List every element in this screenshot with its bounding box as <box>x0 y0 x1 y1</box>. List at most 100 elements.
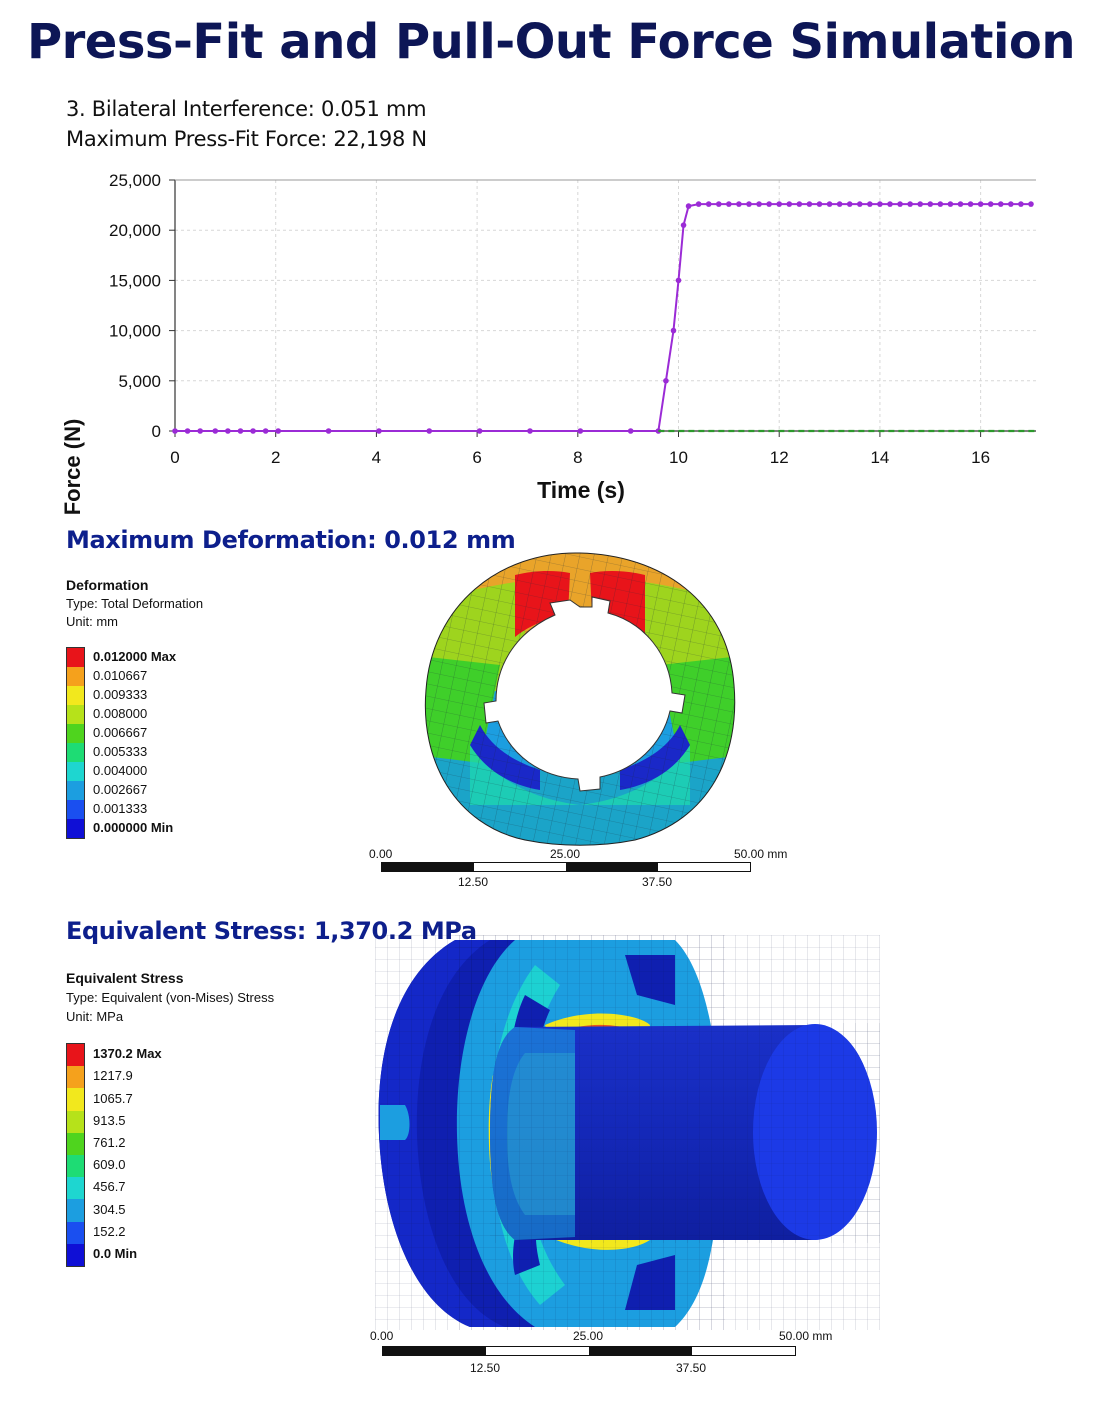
legend-swatch <box>67 1221 84 1244</box>
interference-text: 3. Bilateral Interference: 0.051 mm <box>66 97 427 121</box>
data-point <box>937 201 944 207</box>
legend-label: 1217.9 <box>93 1068 133 1084</box>
scale-label: 0.00 <box>370 1329 394 1343</box>
deformation-legend-type: Type: Total Deformation <box>66 596 204 611</box>
data-point <box>957 201 964 207</box>
legend-swatch <box>67 800 84 819</box>
y-tick-label: 15,000 <box>109 271 161 290</box>
legend-swatch <box>67 1155 84 1178</box>
legend-swatch <box>67 1066 84 1089</box>
legend-swatch <box>67 819 84 838</box>
data-point <box>1008 201 1014 207</box>
scale-label: 37.50 <box>675 1361 707 1375</box>
data-point <box>197 428 203 434</box>
data-point <box>736 201 742 207</box>
data-point <box>917 201 923 207</box>
data-point <box>172 428 178 434</box>
chart-ticks: 0 2 4 6 8 10 12 14 16 0 5,000 10,000 15,000 20,000 25,… <box>109 171 990 467</box>
data-point <box>856 201 863 207</box>
data-point <box>806 201 813 207</box>
data-point <box>897 201 903 207</box>
data-point <box>796 201 803 207</box>
scale-bar-graphic <box>381 862 751 872</box>
scale-segment <box>658 863 750 871</box>
x-axis-label: Time (s) <box>537 477 625 503</box>
deformation-legend-unit: Unit: mm <box>66 614 118 629</box>
data-point <box>756 201 762 207</box>
data-point <box>987 201 994 207</box>
legend-swatch <box>67 705 84 724</box>
legend-label: 0.000000 Min <box>93 819 174 835</box>
data-point <box>997 201 1004 207</box>
y-tick-label: 20,000 <box>109 221 161 240</box>
legend-swatch <box>67 781 84 800</box>
legend-swatch <box>67 667 84 686</box>
data-point <box>877 201 883 207</box>
data-point <box>685 203 692 209</box>
x-tick-label: 6 <box>472 448 481 467</box>
legend-label: 0.010667 <box>93 667 148 683</box>
legend-label: 0.009333 <box>93 686 148 702</box>
data-point <box>670 327 677 334</box>
data-point <box>212 428 219 434</box>
y-tick-label: 25,000 <box>109 171 161 190</box>
legend-label: 1065.7 <box>93 1090 133 1106</box>
data-point <box>786 201 793 207</box>
legend-label: 609.0 <box>93 1157 126 1173</box>
scale-label: 25.00 <box>549 847 581 861</box>
data-point <box>1028 201 1034 207</box>
legend-swatch <box>67 724 84 743</box>
x-tick-label: 2 <box>271 448 280 467</box>
y-axis-label: Force (N) <box>60 419 85 515</box>
data-point <box>816 201 823 207</box>
legend-swatch <box>67 1243 84 1267</box>
data-point <box>476 428 483 434</box>
data-point <box>577 428 584 434</box>
data-point <box>947 201 954 207</box>
data-point <box>776 201 783 207</box>
data-point <box>237 428 244 434</box>
scale-segment <box>692 1347 795 1355</box>
chart-grid <box>174 179 1036 432</box>
scale-label: 0.00 <box>369 847 393 861</box>
data-point <box>846 201 853 207</box>
scale-label: 50.00 mm <box>734 847 788 861</box>
stress-legend-unit: Unit: MPa <box>66 1009 124 1024</box>
x-tick-label: 4 <box>372 448 381 467</box>
legend-swatch <box>67 648 84 667</box>
data-point <box>927 201 934 207</box>
x-tick-label: 10 <box>669 448 688 467</box>
legend-color-bar <box>66 1043 85 1267</box>
legend-label: 456.7 <box>93 1179 126 1195</box>
data-point <box>967 201 974 207</box>
data-point <box>262 428 269 434</box>
legend-label: 0.002667 <box>93 781 148 797</box>
force-chart: 0 2 4 6 8 10 12 14 16 0 5,000 10,000 15,000 20,000 25,… <box>60 171 1036 515</box>
legend-label: 0.006667 <box>93 724 148 740</box>
stress-legend-title: Equivalent Stress <box>66 970 184 986</box>
data-point <box>376 428 382 434</box>
legend-swatch <box>67 686 84 705</box>
legend-swatch <box>67 743 84 762</box>
x-tick-label: 0 <box>170 448 179 467</box>
data-point <box>726 201 732 207</box>
data-point <box>680 222 687 228</box>
y-tick-label: 0 <box>152 422 161 441</box>
legend-label: 304.5 <box>93 1201 126 1217</box>
legend-label: 1370.2 Max <box>93 1046 162 1062</box>
scale-bar-graphic <box>382 1346 796 1356</box>
scale-label: 37.50 <box>641 875 673 889</box>
data-point <box>663 378 669 384</box>
chart-axes <box>174 179 1036 432</box>
data-point <box>887 201 893 207</box>
legend-swatch <box>67 1177 84 1200</box>
data-point <box>907 201 913 207</box>
scale-segment <box>474 863 566 871</box>
data-point <box>867 201 873 207</box>
legend-label: 152.2 <box>93 1223 126 1239</box>
data-point <box>675 277 682 284</box>
data-point <box>275 428 282 434</box>
scale-segment <box>383 1347 486 1355</box>
deformation-legend-title: Deformation <box>66 577 149 593</box>
legend-swatch <box>67 1110 84 1133</box>
